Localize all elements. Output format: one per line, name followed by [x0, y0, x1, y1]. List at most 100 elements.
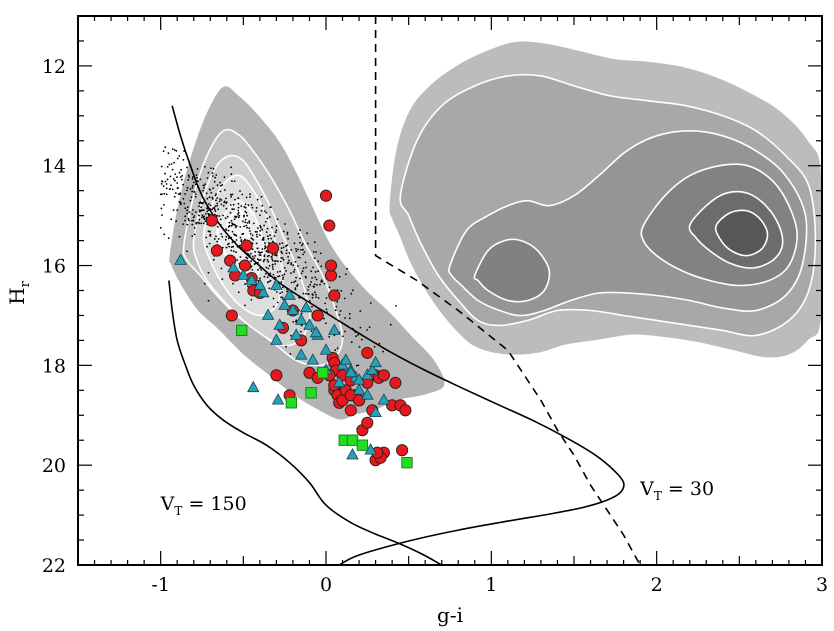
faint-source-dot	[193, 227, 196, 229]
faint-source-dot	[235, 215, 238, 218]
faint-source-dot	[274, 276, 277, 279]
faint-source-dot	[219, 190, 222, 193]
faint-source-dot	[225, 246, 228, 249]
contour-right-red-level-4	[473, 238, 551, 303]
vt30-line	[374, 16, 641, 565]
faint-source-dot	[302, 267, 305, 270]
faint-source-dot	[226, 243, 229, 246]
faint-source-dot	[289, 353, 292, 355]
faint-source-dot	[221, 278, 224, 280]
faint-source-dot	[228, 221, 231, 224]
faint-source-dot	[255, 207, 258, 209]
faint-source-dot	[187, 219, 190, 222]
faint-source-dot	[259, 251, 262, 254]
faint-source-dot	[334, 309, 337, 312]
faint-source-dot	[222, 214, 224, 217]
faint-source-dot	[206, 207, 209, 210]
faint-source-dot	[285, 249, 288, 252]
faint-source-dot	[259, 229, 261, 232]
faint-source-dot	[324, 302, 326, 305]
faint-source-dot	[220, 218, 222, 221]
faint-source-dot	[316, 284, 318, 286]
faint-source-dot	[328, 286, 331, 289]
faint-source-dot	[277, 275, 279, 278]
green-square-marker	[401, 457, 413, 469]
faint-source-dot	[299, 236, 301, 239]
faint-source-dot	[260, 195, 263, 198]
faint-source-dot	[275, 229, 278, 232]
teal-triangle-marker	[271, 393, 285, 405]
faint-source-dot	[290, 249, 293, 251]
faint-source-dot	[207, 213, 210, 216]
faint-source-dot	[260, 269, 262, 271]
faint-source-dot	[266, 276, 269, 279]
faint-source-dot	[263, 247, 266, 250]
faint-source-dot	[287, 261, 290, 264]
faint-source-dot	[254, 251, 256, 253]
faint-source-dot	[263, 258, 266, 261]
faint-source-dot	[208, 230, 211, 233]
faint-source-dot	[272, 305, 275, 308]
faint-source-dot	[368, 326, 371, 328]
faint-source-dot	[166, 178, 169, 181]
faint-source-dot	[234, 198, 236, 201]
faint-source-dot	[210, 191, 213, 194]
faint-source-dot	[163, 204, 165, 206]
teal-triangle-marker	[344, 365, 358, 378]
faint-source-dot	[202, 189, 205, 192]
faint-source-dot	[292, 271, 295, 273]
faint-source-dot	[191, 184, 194, 187]
faint-source-dot	[297, 265, 299, 267]
faint-source-dot	[314, 276, 316, 279]
faint-source-dot	[217, 208, 220, 211]
faint-source-dot	[294, 280, 297, 282]
faint-source-dot	[233, 223, 236, 226]
faint-source-dot	[233, 208, 235, 211]
vt150-upper-line	[171, 105, 625, 565]
faint-source-dot	[317, 297, 320, 299]
faint-source-dot	[285, 270, 287, 272]
faint-source-dot	[159, 193, 162, 196]
faint-source-dot	[208, 196, 211, 199]
faint-source-dot	[172, 178, 175, 180]
faint-source-dot	[336, 347, 339, 350]
faint-source-dot	[206, 245, 209, 248]
faint-source-dot	[366, 329, 368, 331]
faint-source-dot	[184, 193, 187, 195]
faint-source-dot	[211, 175, 214, 177]
teal-triangle-marker	[366, 363, 379, 375]
faint-source-dot	[263, 255, 266, 258]
faint-source-dot	[298, 256, 301, 259]
faint-source-dot	[224, 217, 227, 220]
faint-source-dot	[237, 203, 240, 205]
teal-triangle-marker	[303, 318, 316, 330]
faint-source-dot	[193, 215, 196, 217]
y-axis-label: Hr	[5, 280, 33, 304]
faint-source-dot	[307, 293, 310, 296]
faint-source-dot	[244, 221, 247, 224]
faint-source-dot	[228, 224, 231, 227]
teal-triangle-marker	[174, 253, 187, 265]
faint-source-dot	[275, 254, 278, 257]
faint-source-dot	[272, 273, 275, 276]
faint-source-dot	[195, 222, 198, 225]
faint-source-dot	[324, 322, 327, 325]
faint-source-dot	[273, 260, 276, 262]
faint-source-dot	[274, 231, 277, 234]
faint-source-dot	[211, 208, 214, 211]
faint-source-dot	[231, 208, 234, 211]
faint-source-dot	[317, 270, 319, 273]
red-circle-marker	[225, 309, 238, 322]
faint-source-dot	[313, 257, 316, 259]
faint-source-dot	[224, 238, 227, 241]
faint-source-dot	[315, 251, 317, 253]
faint-source-dot	[282, 276, 285, 279]
faint-source-dot	[240, 239, 243, 241]
teal-triangle-marker	[290, 328, 303, 340]
faint-source-dot	[221, 235, 224, 238]
faint-source-dot	[217, 238, 220, 240]
faint-source-dot	[220, 267, 223, 270]
faint-source-dot	[218, 215, 221, 217]
faint-source-dot	[302, 248, 304, 251]
faint-source-dot	[205, 236, 208, 239]
